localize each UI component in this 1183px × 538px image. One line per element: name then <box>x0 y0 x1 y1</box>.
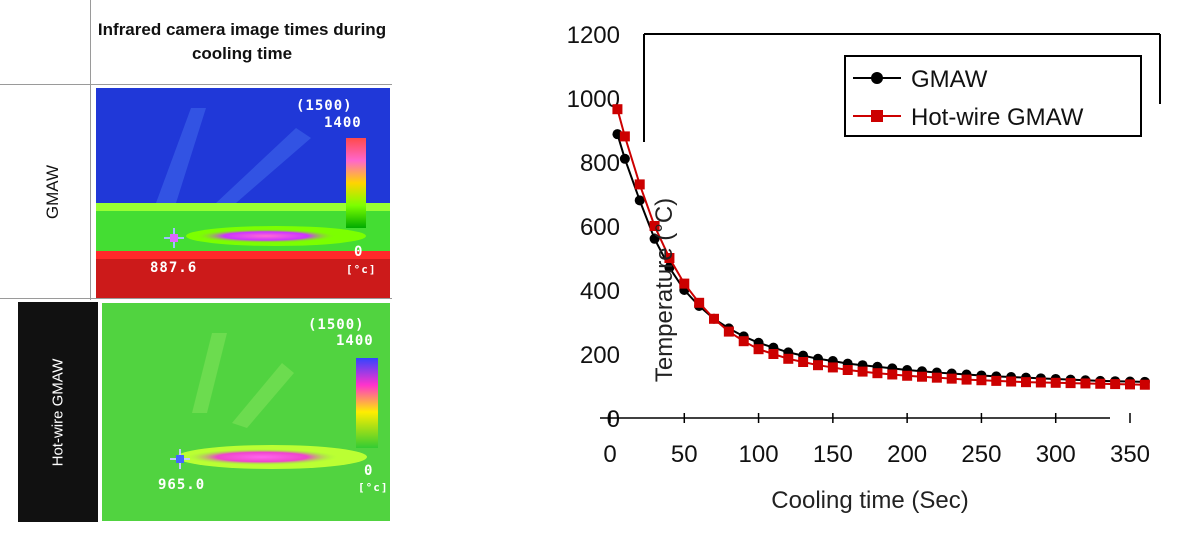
x-tick-label: 200 <box>887 441 927 468</box>
table-row-divider <box>0 298 392 299</box>
data-point-hotwire-gmaw <box>887 369 897 379</box>
data-point-hotwire-gmaw <box>709 314 719 324</box>
x-tick-label: 0 <box>603 441 616 468</box>
x-tick-label: 150 <box>813 441 853 468</box>
scale-min-gmaw: 0 <box>354 244 363 260</box>
data-point-hotwire-gmaw <box>872 368 882 378</box>
data-point-hotwire-gmaw <box>1140 380 1150 390</box>
data-point-hotwire-gmaw <box>813 360 823 370</box>
y-tick-label: 1000 <box>567 86 620 113</box>
unit-gmaw: [°c] <box>346 263 377 276</box>
data-point-hotwire-gmaw <box>694 298 704 308</box>
data-point-hotwire-gmaw <box>902 371 912 381</box>
data-point-hotwire-gmaw <box>768 349 778 359</box>
data-point-gmaw <box>620 154 630 164</box>
x-tick-label: 100 <box>739 441 779 468</box>
infrared-table: Infrared camera image times during cooli… <box>0 0 392 533</box>
data-point-hotwire-gmaw <box>843 365 853 375</box>
y-tick-label: 200 <box>580 342 620 369</box>
data-point-hotwire-gmaw <box>1021 377 1031 387</box>
data-point-hotwire-gmaw <box>724 327 734 337</box>
data-point-hotwire-gmaw <box>783 354 793 364</box>
unit-hotwire: [°c] <box>358 481 389 494</box>
data-point-hotwire-gmaw <box>1095 379 1105 389</box>
table-column-divider <box>90 0 91 300</box>
data-point-hotwire-gmaw <box>1036 377 1046 387</box>
legend: GMAW Hot-wire GMAW <box>845 56 1141 136</box>
data-point-hotwire-gmaw <box>754 344 764 354</box>
y-tick-label: 800 <box>580 150 620 177</box>
scale-min-hotwire: 0 <box>364 463 373 479</box>
x-tick-label: 300 <box>1036 441 1076 468</box>
reading-hotwire: 965.0 <box>158 477 205 493</box>
scale-top-gmaw: (1500) <box>296 98 353 114</box>
data-point-hotwire-gmaw <box>1051 378 1061 388</box>
data-point-hotwire-gmaw <box>1110 379 1120 389</box>
x-tick-label: 350 <box>1110 441 1150 468</box>
data-point-hotwire-gmaw <box>917 372 927 382</box>
y-axis-label: Temperature (°C) <box>651 198 678 382</box>
data-point-hotwire-gmaw <box>947 374 957 384</box>
table-header: Infrared camera image times during cooli… <box>92 18 392 66</box>
y-tick-label: 400 <box>580 278 620 305</box>
legend-marker <box>871 72 883 84</box>
data-point-hotwire-gmaw <box>858 367 868 377</box>
x-tick-label: 50 <box>671 441 698 468</box>
cooling-chart: 0 200 400 600 800 1000 1200 0 50 100 150 200 250 300… <box>470 0 1183 533</box>
data-point-hotwire-gmaw <box>991 376 1001 386</box>
y-tick-label: 1200 <box>567 22 620 49</box>
scale-top-hotwire: (1500) <box>308 317 365 333</box>
x-axis-label: Cooling time (Sec) <box>771 487 968 514</box>
y-tick-label: 600 <box>580 214 620 241</box>
legend-label: GMAW <box>911 66 988 93</box>
data-point-hotwire-gmaw <box>1006 377 1016 387</box>
x-tick-label: 250 <box>961 441 1001 468</box>
scale-max-gmaw: 1400 <box>324 115 362 131</box>
infrared-image-gmaw: (1500) 1400 0 [°c] 887.6 <box>96 88 390 298</box>
data-point-hotwire-gmaw <box>612 104 622 114</box>
data-point-hotwire-gmaw <box>620 131 630 141</box>
data-point-hotwire-gmaw <box>962 375 972 385</box>
data-point-hotwire-gmaw <box>1125 379 1135 389</box>
data-point-hotwire-gmaw <box>1080 378 1090 388</box>
series-layer <box>612 104 1149 390</box>
data-point-hotwire-gmaw <box>976 375 986 385</box>
row-label-gmaw: GMAW <box>43 137 63 247</box>
data-point-hotwire-gmaw <box>635 179 645 189</box>
table-header-divider <box>0 84 392 85</box>
data-point-hotwire-gmaw <box>798 357 808 367</box>
data-point-hotwire-gmaw <box>932 373 942 383</box>
data-point-hotwire-gmaw <box>679 279 689 289</box>
legend-marker <box>871 110 883 122</box>
scale-max-hotwire: 1400 <box>336 333 374 349</box>
data-point-hotwire-gmaw <box>1066 378 1076 388</box>
reading-gmaw: 887.6 <box>150 260 197 276</box>
legend-label: Hot-wire GMAW <box>911 104 1084 131</box>
data-point-hotwire-gmaw <box>828 362 838 372</box>
y-axis: 0 200 400 600 800 1000 1200 <box>567 22 620 433</box>
infrared-image-hotwire: (1500) 1400 0 [°c] 965.0 <box>102 303 390 521</box>
series-line-hotwire-gmaw <box>617 109 1144 385</box>
y-tick-label: 0 <box>607 406 620 433</box>
row-label-hotwire: Hot-wire GMAW <box>50 343 67 483</box>
cooling-chart-svg: 0 200 400 600 800 1000 1200 0 50 100 150 200 250 300… <box>470 0 1183 533</box>
series-line-gmaw <box>617 134 1144 382</box>
data-point-hotwire-gmaw <box>739 336 749 346</box>
